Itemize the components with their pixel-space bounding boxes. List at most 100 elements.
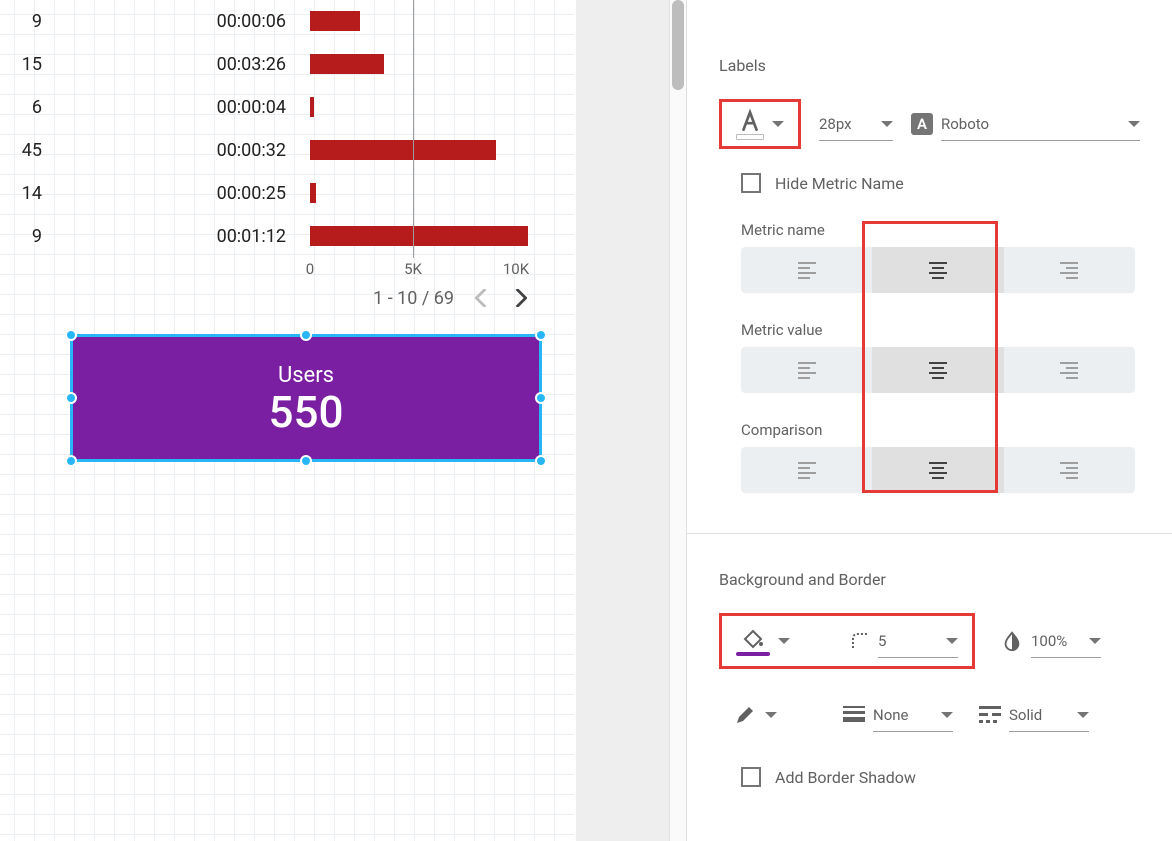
alignment-groups: Metric name Metric value Comparison xyxy=(719,221,1140,493)
selection-handle[interactable] xyxy=(65,329,77,341)
bar-chart[interactable]: 900:00:06 1500:03:26600:00:04 4500:00:32 14… xyxy=(0,0,560,316)
chart-row: 900:01:12 xyxy=(0,215,560,258)
paint-bucket-icon xyxy=(740,626,766,650)
chart-bar-cell xyxy=(310,0,540,43)
align-left-button[interactable] xyxy=(741,447,872,493)
scorecard-metric-value: 550 xyxy=(268,390,343,434)
opacity-icon xyxy=(1001,630,1023,652)
font-family-select[interactable]: A Roboto xyxy=(911,102,1140,146)
hide-metric-name-label: Hide Metric Name xyxy=(775,174,904,193)
scorecard-body: Users 550 xyxy=(73,337,539,459)
opacity-select[interactable]: 100% xyxy=(1001,619,1101,663)
canvas-gutter xyxy=(574,0,686,841)
chart-bar xyxy=(310,140,496,160)
chart-bar-cell xyxy=(310,129,540,172)
panel-scrollbar-track[interactable] xyxy=(669,0,686,841)
align-center-button[interactable] xyxy=(872,447,1003,493)
labels-font-row: 28px A Roboto xyxy=(719,99,1140,149)
selection-handle[interactable] xyxy=(300,455,312,467)
border-weight-value: None xyxy=(873,706,933,724)
scorecard-metric-name: Users xyxy=(278,363,334,388)
border-pattern-select[interactable]: Solid xyxy=(979,693,1089,737)
chart-bar xyxy=(310,54,384,74)
selection-handle[interactable] xyxy=(535,392,547,404)
fill-color-picker[interactable] xyxy=(736,619,790,663)
scorecard-widget[interactable]: Users 550 xyxy=(70,334,542,462)
pager-next-icon[interactable] xyxy=(510,288,530,308)
align-center-button[interactable] xyxy=(872,347,1003,393)
chart-row-time: 00:00:06 xyxy=(50,11,310,32)
pager-label: 1 - 10 / 69 xyxy=(373,288,454,309)
chart-row-count: 9 xyxy=(0,11,50,32)
chevron-down-icon xyxy=(772,121,784,127)
chevron-down-icon xyxy=(881,121,893,127)
chart-bar xyxy=(310,97,314,117)
chevron-down-icon xyxy=(946,638,958,644)
selection-handle[interactable] xyxy=(65,392,77,404)
chart-row-time: 00:00:32 xyxy=(50,140,310,161)
chart-row: 600:00:04 xyxy=(0,86,560,129)
chevron-down-icon xyxy=(765,712,777,718)
add-border-shadow-checkbox[interactable] xyxy=(741,767,761,787)
align-center-button[interactable] xyxy=(872,247,1003,293)
align-right-button[interactable] xyxy=(1004,347,1135,393)
border-radius-icon xyxy=(850,631,870,651)
chevron-down-icon xyxy=(1128,121,1140,127)
axis-tick-label: 0 xyxy=(306,260,314,278)
chart-row-time: 00:00:25 xyxy=(50,183,310,204)
chart-bar xyxy=(310,183,316,203)
report-canvas[interactable]: 900:00:06 1500:03:26600:00:04 4500:00:32 14… xyxy=(0,0,574,841)
chevron-down-icon xyxy=(778,638,790,644)
axis-tick-label: 5K xyxy=(404,260,422,278)
border-pattern-value: Solid xyxy=(1009,706,1069,724)
metric-value-align-label: Metric value xyxy=(741,321,1140,339)
line-style-icon xyxy=(979,706,1001,724)
align-left-button[interactable] xyxy=(741,347,872,393)
font-size-value: 28px xyxy=(819,115,873,133)
labels-section-title: Labels xyxy=(719,56,1140,75)
chart-row-time: 00:00:04 xyxy=(50,97,310,118)
comparison-align-group xyxy=(741,447,1135,493)
text-color-icon xyxy=(737,108,763,134)
chart-row: 1500:03:26 xyxy=(0,43,560,86)
chart-row-count: 14 xyxy=(0,183,50,204)
hide-metric-name-row: Hide Metric Name xyxy=(741,173,1140,193)
metric-name-align-label: Metric name xyxy=(741,221,1140,239)
chart-row-time: 00:03:26 xyxy=(50,54,310,75)
bg-row-1: 5 100% xyxy=(719,613,1140,669)
align-right-button[interactable] xyxy=(1004,247,1135,293)
border-radius-value: 5 xyxy=(878,632,938,650)
font-color-picker[interactable] xyxy=(719,99,801,149)
border-color-picker[interactable] xyxy=(719,693,777,737)
pencil-icon xyxy=(733,703,757,727)
font-size-select[interactable]: 28px xyxy=(819,102,893,146)
chart-bar-cell xyxy=(310,43,540,86)
chart-bar xyxy=(310,226,528,246)
add-border-shadow-row: Add Border Shadow xyxy=(741,767,1140,787)
align-right-button[interactable] xyxy=(1004,447,1135,493)
hide-metric-name-checkbox[interactable] xyxy=(741,173,761,193)
chart-row-count: 45 xyxy=(0,140,50,161)
chart-bar-cell xyxy=(310,215,540,258)
background-border-section: Background and Border xyxy=(719,570,1140,787)
selection-handle[interactable] xyxy=(300,329,312,341)
style-panel: Labels 28px A xyxy=(686,0,1172,841)
axis-tick-label: 10K xyxy=(503,260,529,278)
selection-handle[interactable] xyxy=(535,455,547,467)
selection-handle[interactable] xyxy=(535,329,547,341)
align-left-button[interactable] xyxy=(741,247,872,293)
panel-scrollbar-thumb[interactable] xyxy=(672,0,684,90)
selection-handle[interactable] xyxy=(65,455,77,467)
border-radius-input[interactable]: 5 xyxy=(850,619,958,663)
pager-prev-icon[interactable] xyxy=(472,288,492,308)
chart-bar-cell xyxy=(310,172,540,215)
add-border-shadow-label: Add Border Shadow xyxy=(775,768,916,787)
highlight-box-fill-radius: 5 xyxy=(719,613,975,669)
border-weight-select[interactable]: None xyxy=(843,693,953,737)
comparison-align-label: Comparison xyxy=(741,421,1140,439)
chart-axis-line xyxy=(413,0,414,258)
metric-value-align-group xyxy=(741,347,1135,393)
font-icon: A xyxy=(911,113,933,135)
chart-row-time: 00:01:12 xyxy=(50,226,310,247)
chart-bar-cell xyxy=(310,86,540,129)
